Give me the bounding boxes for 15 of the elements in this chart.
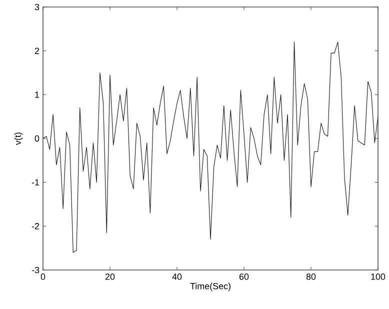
x-tick-label: 80 (306, 274, 316, 280)
y-tick-label: 1 (35, 92, 40, 98)
x-tick-label: 60 (239, 274, 249, 280)
y-tick-label: -3 (32, 266, 40, 274)
y-tick-label: 0 (34, 135, 40, 142)
y-tick-label: 3 (34, 4, 40, 10)
y-tick-label: -1 (32, 179, 40, 186)
x-tick-label: 40 (172, 274, 182, 280)
y-tick-label: -2 (32, 223, 40, 230)
x-tick-label: 100 (371, 274, 386, 280)
x-tick-label: 0 (40, 274, 46, 280)
y-axis-title: v(t) (14, 132, 23, 145)
x-tick-label: 20 (105, 274, 115, 280)
x-axis-title: Time(Sec) (190, 282, 230, 292)
y-tick-label: 2 (34, 48, 40, 54)
